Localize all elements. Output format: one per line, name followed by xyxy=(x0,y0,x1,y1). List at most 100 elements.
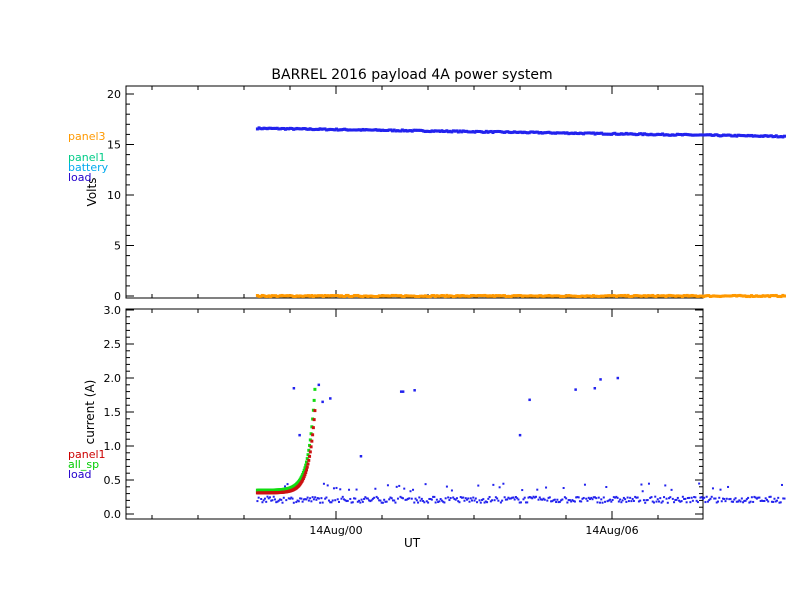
load-current-outlier xyxy=(298,433,301,437)
panel3-voltage-point xyxy=(544,294,548,298)
load-voltage-point xyxy=(582,132,586,136)
load-voltage-point xyxy=(731,134,735,138)
load-voltage-point xyxy=(666,133,670,137)
load-current-point xyxy=(325,496,328,499)
load-current-point xyxy=(524,501,527,504)
panel3-voltage-point xyxy=(458,294,462,298)
load-current-point xyxy=(705,495,708,498)
load-current-point xyxy=(610,500,613,503)
load-voltage-point xyxy=(494,130,498,134)
load-voltage-point xyxy=(558,131,562,135)
panel3-voltage-point xyxy=(496,294,500,298)
load-current-point xyxy=(356,500,359,503)
panel3-voltage-point xyxy=(586,294,590,298)
load-current-point xyxy=(458,501,461,504)
load-voltage-point xyxy=(443,129,447,133)
load-voltage-point xyxy=(272,126,276,130)
load-current-point xyxy=(472,496,475,499)
load-current-point xyxy=(650,496,653,499)
load-voltage-point xyxy=(642,132,646,136)
panel1-current-point xyxy=(305,465,309,469)
panel3-voltage-point xyxy=(468,294,472,298)
load-current-point xyxy=(438,500,441,503)
panel3-voltage-point xyxy=(481,294,485,298)
load-current-point xyxy=(561,498,564,501)
load-current-point xyxy=(351,501,354,504)
load-voltage-point xyxy=(346,128,350,132)
load-voltage-point xyxy=(384,129,388,133)
load-voltage-point xyxy=(450,130,454,134)
panel3-voltage-point xyxy=(323,293,327,297)
panel3-voltage-point xyxy=(428,295,432,299)
load-voltage-point xyxy=(588,131,592,135)
load-current-point xyxy=(735,500,738,503)
panel3-voltage-point xyxy=(338,294,342,298)
current-y-ticks: 0.0 0.5 1.0 1.5 2.0 2.5 3.0 xyxy=(104,304,703,521)
panel3-voltage-point xyxy=(532,294,536,298)
panel3-voltage-point xyxy=(265,294,269,298)
panel3-voltage-point xyxy=(783,294,786,298)
panel1-current-point xyxy=(304,468,308,472)
panel3-voltage-point xyxy=(361,295,365,299)
load-current-point xyxy=(699,496,702,499)
load-voltage-point xyxy=(285,127,289,131)
load-current-point xyxy=(630,500,633,503)
load-voltage-point xyxy=(311,128,315,132)
load-current-point xyxy=(408,497,411,500)
load-current-outlier xyxy=(599,378,602,381)
load-current-point xyxy=(683,497,686,500)
load-current-point xyxy=(394,501,397,504)
load-current-point xyxy=(263,497,266,500)
load-current-point xyxy=(311,496,314,499)
load-current-point xyxy=(782,497,785,500)
load-current-point xyxy=(320,497,323,500)
load-current-point xyxy=(272,495,275,498)
load-current-point xyxy=(358,499,361,502)
panel3-voltage-point xyxy=(700,294,704,298)
load-current-point xyxy=(281,501,284,504)
load-voltage-point xyxy=(545,130,549,134)
load-current-point xyxy=(688,496,691,499)
load-current-point xyxy=(563,496,566,499)
load-voltage-point xyxy=(544,131,548,135)
load-voltage-point xyxy=(644,132,648,136)
panel3-voltage-point xyxy=(735,294,739,298)
panel3-voltage-point xyxy=(367,294,371,298)
load-voltage-point xyxy=(552,131,556,135)
panel3-voltage-point xyxy=(366,294,370,298)
panel3-voltage-point xyxy=(773,294,777,298)
panel3-voltage-point xyxy=(562,294,566,298)
load-current-point xyxy=(645,499,648,502)
voltage-x-ticks xyxy=(151,86,659,298)
load-voltage-point xyxy=(496,129,500,133)
load-current-point xyxy=(550,500,553,503)
load-voltage-point xyxy=(547,130,551,134)
load-voltage-point xyxy=(726,133,730,137)
load-voltage-point xyxy=(667,133,671,137)
panel3-voltage-point xyxy=(567,294,571,298)
panel3-voltage-point xyxy=(315,294,319,298)
panel3-voltage-point xyxy=(605,294,609,298)
load-current-point xyxy=(439,498,442,501)
panel3-voltage-point xyxy=(534,294,538,298)
load-current-point xyxy=(768,495,771,498)
panel3-voltage-point xyxy=(555,294,559,298)
load-current-point xyxy=(355,488,358,491)
current-x-tick-label: 14Aug/00 xyxy=(309,524,362,537)
load-voltage-point xyxy=(522,130,526,134)
load-current-point xyxy=(434,501,437,504)
panel3-voltage-point xyxy=(427,295,431,299)
load-current-point xyxy=(459,496,462,499)
load-voltage-point xyxy=(710,133,714,137)
load-voltage-point xyxy=(438,129,442,133)
load-current-point xyxy=(496,497,499,500)
load-voltage-point xyxy=(278,127,282,131)
load-voltage-point xyxy=(255,127,259,131)
load-current-point xyxy=(602,496,605,499)
load-current-point xyxy=(664,484,667,487)
load-current-point xyxy=(343,498,346,501)
load-current-point xyxy=(523,496,526,499)
load-current-point xyxy=(413,501,416,504)
load-voltage-point xyxy=(451,129,455,133)
load-current-point xyxy=(507,496,510,499)
